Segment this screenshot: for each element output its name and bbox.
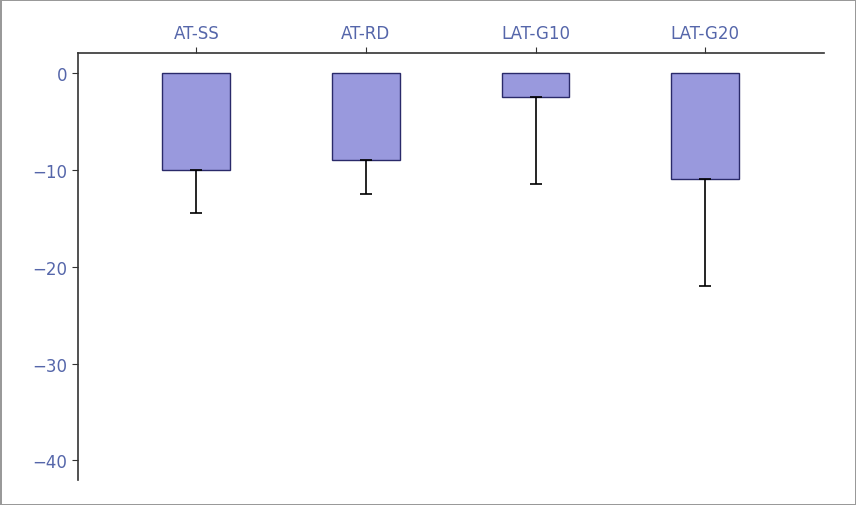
Bar xyxy=(163,74,230,170)
Bar xyxy=(332,74,400,161)
Bar xyxy=(502,74,569,97)
Bar xyxy=(671,74,739,180)
